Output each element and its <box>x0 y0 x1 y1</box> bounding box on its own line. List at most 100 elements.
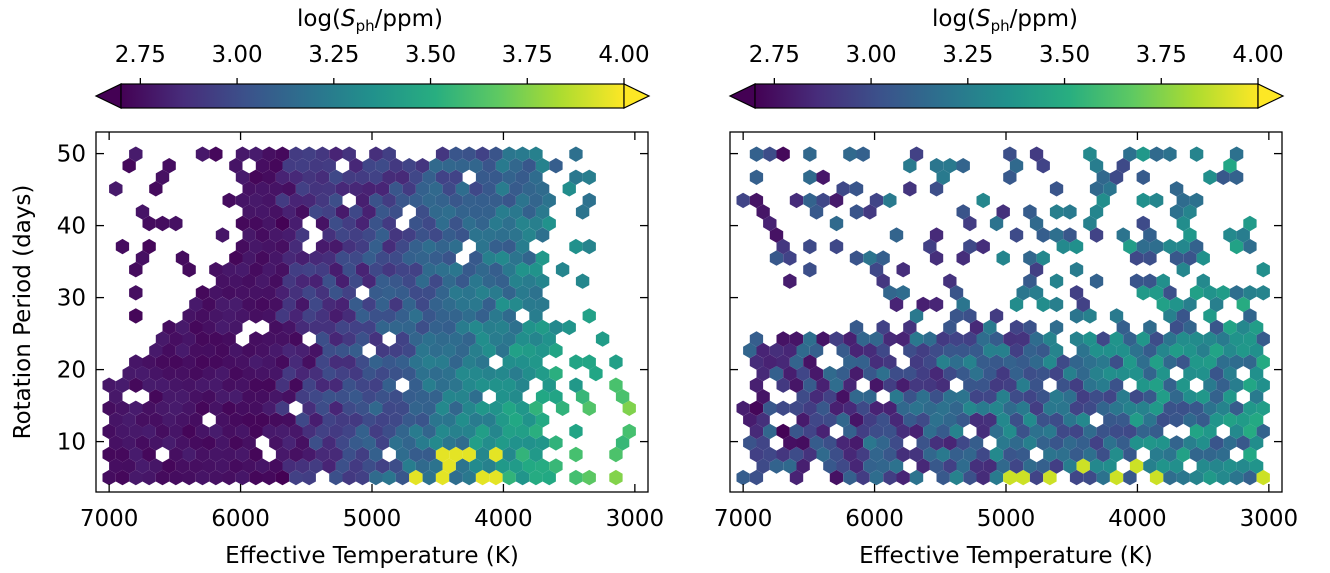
hexbin-cell <box>529 308 543 324</box>
hexbin-cell <box>129 308 143 324</box>
hexbin-cell <box>1203 308 1217 324</box>
hexbin-cell <box>242 227 256 243</box>
hexbin-cell <box>989 400 1004 416</box>
hexbin-cell <box>1176 469 1190 486</box>
hexbin-cell <box>289 446 303 463</box>
hexbin-cell <box>949 469 964 486</box>
hexbin-cell <box>149 458 163 474</box>
hexbin-cell <box>209 469 223 486</box>
hexbin-cell <box>1216 331 1230 347</box>
hexbin-cell <box>402 227 416 243</box>
hexbin-cell <box>235 169 250 185</box>
hexbin-cell <box>315 262 330 278</box>
hexbin-cell <box>329 146 343 162</box>
hexbin-cell <box>255 158 270 174</box>
hexbin-cell <box>1069 308 1084 324</box>
hexbin-cell <box>1123 469 1137 486</box>
hexbin-cell <box>262 400 276 416</box>
hexbin-cell <box>455 412 470 428</box>
hexbin-cell <box>475 331 490 347</box>
hexbin-cell <box>903 389 917 405</box>
hexbin-cell <box>202 342 216 359</box>
hexbin-cell <box>362 181 376 197</box>
hexbin-cell <box>1023 435 1037 451</box>
hexbin-cell <box>215 365 230 382</box>
hexbin-cell <box>329 331 343 347</box>
hexbin-cell <box>1216 285 1230 301</box>
hexbin-cell <box>295 365 310 382</box>
hexbin-cell <box>302 192 316 209</box>
hexbin-cell <box>542 215 556 232</box>
hexbin-cell <box>736 400 750 416</box>
hexbin-cell <box>262 169 276 185</box>
hexbin-cell <box>803 331 817 347</box>
hexbin-cell <box>275 446 290 463</box>
hexbin-cell <box>836 365 850 382</box>
hexbin-cell <box>342 354 356 370</box>
hexbin-cell <box>369 446 383 463</box>
hexbin-cell <box>856 146 870 162</box>
hexbin-cell <box>1143 389 1157 405</box>
hexbin-cell <box>1169 296 1184 313</box>
hexbin-cell <box>322 181 336 197</box>
hexbin-cell <box>1023 250 1037 266</box>
hexbin-cell <box>816 423 830 440</box>
hexbin-cell <box>482 158 496 174</box>
hexbin-cell <box>1136 400 1150 416</box>
hexbin-cell <box>435 262 450 278</box>
hexbin-cell <box>1076 412 1090 428</box>
hexbin-cell <box>295 389 310 405</box>
hexbin-cell <box>983 389 997 405</box>
hexbin-cell <box>1143 250 1157 266</box>
hexbin-cell <box>189 342 203 359</box>
hexbin-cell <box>863 389 877 405</box>
hexbin-cell <box>422 238 436 255</box>
hexbin-cell <box>863 204 877 220</box>
hexbin-cell <box>255 250 270 266</box>
hexbin-cell <box>1049 227 1064 243</box>
hexbin-cell <box>756 365 770 382</box>
hexbin-cell <box>836 435 850 451</box>
hexbin-cell <box>389 412 403 428</box>
hexbin-cell <box>269 412 283 428</box>
hexbin-cell <box>789 469 804 486</box>
hexbin-cell <box>929 412 944 428</box>
right-colorbar-low-extend <box>728 83 756 109</box>
hexbin-cell <box>535 181 550 197</box>
hexbin-cell <box>1103 458 1117 474</box>
hexbin-cell <box>442 412 456 428</box>
hexbin-cell <box>102 377 116 393</box>
hexbin-cell <box>215 389 230 405</box>
hexbin-cell <box>155 400 170 416</box>
hexbin-cell <box>562 181 576 197</box>
hexbin-cell <box>255 365 270 382</box>
hexbin-cell <box>916 435 930 451</box>
hexbin-cell <box>809 342 824 359</box>
hexbin-cell <box>1236 227 1250 243</box>
hexbin-cell <box>382 423 396 440</box>
hexbin-cell <box>1116 158 1130 174</box>
hexbin-cell <box>309 342 323 359</box>
hexbin-cell <box>275 262 290 278</box>
hexbin-cell <box>149 412 163 428</box>
hexbin-cell <box>816 446 830 463</box>
hexbin-cell <box>1209 296 1224 313</box>
hexbin-cell <box>943 435 957 451</box>
hexbin-cell <box>395 192 410 209</box>
hexbin-cell <box>195 400 210 416</box>
hexbin-cell <box>963 215 977 232</box>
hexbin-cell <box>535 296 550 313</box>
hexbin-cell <box>949 423 964 440</box>
hexbin-cell <box>269 342 283 359</box>
hexbin-cell <box>522 204 536 220</box>
hexbin-cell <box>1156 273 1170 289</box>
hexbin-cell <box>956 365 970 382</box>
hexbin-cell <box>382 238 396 255</box>
hexbin-cell <box>1196 435 1210 451</box>
hexbin-cell <box>749 446 764 463</box>
hexbin-cell <box>502 215 516 232</box>
hexbin-cell <box>996 204 1010 220</box>
hexbin-cell <box>222 377 236 393</box>
hexbin-cell <box>1223 412 1237 428</box>
hexbin-cell <box>402 389 416 405</box>
